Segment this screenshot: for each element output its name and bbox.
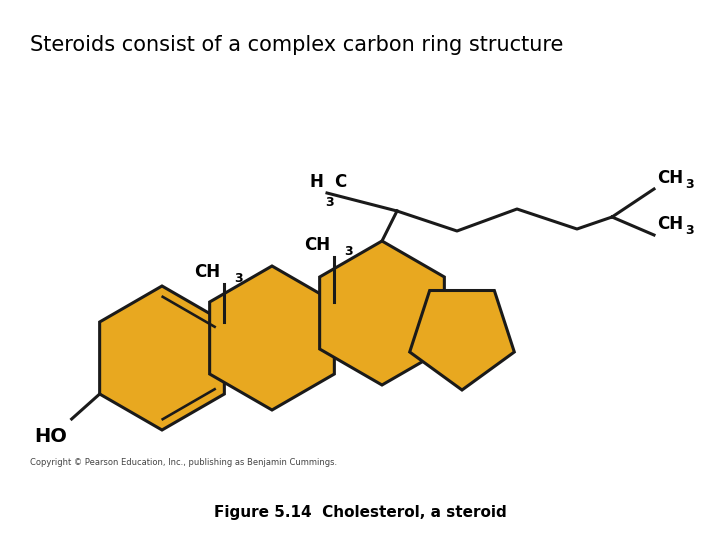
Text: 3: 3	[344, 245, 353, 258]
Text: H: H	[309, 173, 323, 191]
Text: C: C	[334, 173, 346, 191]
Text: Copyright © Pearson Education, Inc., publishing as Benjamin Cummings.: Copyright © Pearson Education, Inc., pub…	[30, 458, 337, 467]
Text: 3: 3	[325, 196, 333, 209]
Text: 3: 3	[234, 272, 243, 285]
Text: CH: CH	[305, 236, 330, 254]
Polygon shape	[410, 291, 514, 390]
Text: Figure 5.14  Cholesterol, a steroid: Figure 5.14 Cholesterol, a steroid	[214, 505, 506, 520]
Text: CH: CH	[657, 169, 683, 187]
Text: CH: CH	[657, 215, 683, 233]
Polygon shape	[99, 286, 225, 430]
Text: HO: HO	[34, 427, 67, 446]
Text: 3: 3	[685, 178, 693, 191]
Polygon shape	[320, 241, 444, 385]
Text: CH: CH	[194, 263, 220, 281]
Polygon shape	[210, 266, 334, 410]
Text: Steroids consist of a complex carbon ring structure: Steroids consist of a complex carbon rin…	[30, 35, 563, 55]
Text: 3: 3	[685, 224, 693, 237]
